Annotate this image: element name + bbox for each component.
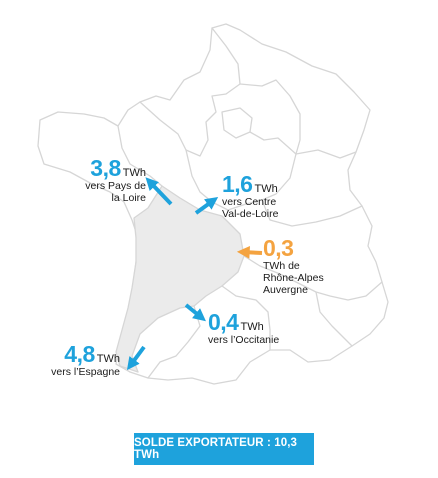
flow-desc-line1: Rhône-Alpes [263, 272, 324, 284]
flow-desc-line1: vers l’Espagne [51, 366, 120, 378]
summary-label: SOLDE EXPORTATEUR : 10,3 TWh [134, 437, 298, 461]
flow-label-pays-de-la-loire: 3,8 TWh vers Pays de la Loire [85, 157, 146, 204]
flow-value: 4,8 [64, 341, 95, 367]
flow-value: 0,3 [263, 235, 294, 261]
flow-unit: TWh [240, 321, 264, 333]
arrow-centre-val-de-loire [194, 197, 219, 215]
flow-unit: TWh [254, 183, 278, 195]
flow-unit: TWh [122, 167, 146, 179]
flow-desc-line2: Auvergne [263, 284, 308, 296]
arrow-espagne [126, 345, 146, 371]
flow-value: 3,8 [90, 155, 121, 181]
flow-label-espagne: 4,8 TWh vers l’Espagne [51, 343, 120, 378]
flow-arrows [126, 177, 263, 371]
arrow-rhone-alpes-auvergne [236, 245, 263, 259]
flow-label-centre-val-de-loire: 1,6 TWh vers Centre Val-de-Loire [222, 173, 278, 220]
flow-unit: TWh [96, 353, 120, 365]
flow-desc-line1: vers Pays de [85, 180, 146, 192]
flow-label-rhone-alpes-auvergne: 0,3 TWh de Rhône-Alpes Auvergne [263, 237, 324, 296]
flow-label-occitanie: 0,4 TWh vers l’Occitanie [208, 311, 279, 346]
arrow-occitanie [184, 303, 206, 322]
flow-value: 1,6 [222, 171, 253, 197]
flow-desc-line1: vers Centre [222, 196, 277, 208]
flow-value: 0,4 [208, 309, 239, 335]
flow-desc-line2: Val-de-Loire [222, 208, 279, 220]
flow-desc-line1: vers l’Occitanie [208, 334, 280, 346]
summary-badge: SOLDE EXPORTATEUR : 10,3 TWh [134, 433, 314, 465]
flow-unit: TWh de [263, 260, 300, 272]
nouvelle-aquitaine-region [115, 185, 245, 373]
arrow-pays-de-la-loire [145, 177, 173, 206]
flow-desc-line2: la Loire [111, 192, 146, 204]
